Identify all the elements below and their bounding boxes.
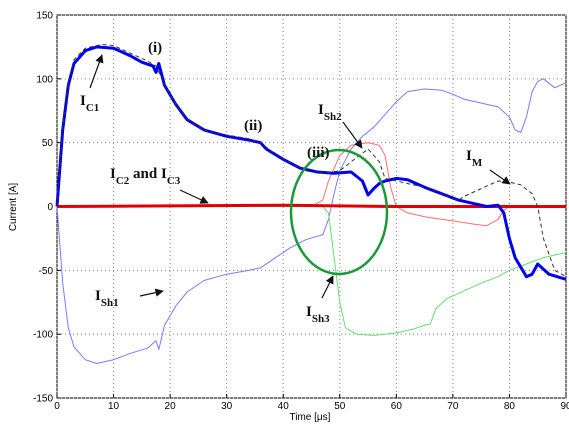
y-tick-label: 150 [36, 11, 53, 22]
y-tick-label: 50 [42, 138, 54, 149]
arrow [179, 189, 209, 204]
arrow [89, 54, 104, 89]
annotation: IM [466, 148, 483, 169]
annotation-subscript: M [472, 157, 483, 169]
series-line [56, 78, 567, 364]
annotation-text: I [306, 304, 312, 320]
annotation-subscript: Sh1 [101, 297, 119, 309]
annotation-text: I [318, 102, 324, 118]
annotation: ISh2 [318, 102, 342, 123]
series-line [56, 43, 567, 278]
annotation-text: and I [129, 166, 167, 182]
annotation: IC2 and IC3 [110, 166, 181, 187]
x-axis-label: Time [μs] [290, 412, 331, 423]
annotation-text: I [466, 148, 472, 164]
x-tick-label: 90 [560, 401, 569, 412]
arrow [321, 275, 334, 299]
x-tick-label: 30 [221, 401, 233, 412]
annotation-text: (i) [148, 40, 162, 56]
annotation-text: (iii) [307, 145, 330, 161]
y-tick-label: 0 [47, 202, 53, 213]
y-tick-label: 100 [36, 74, 53, 85]
annotation: IC1 [80, 93, 99, 114]
y-tick-label: -150 [33, 394, 53, 405]
annotation-subscript: C1 [86, 102, 99, 114]
arrow [139, 288, 164, 297]
annotation-subscript: Sh3 [312, 313, 330, 325]
x-tick-label: 50 [334, 401, 346, 412]
annotation: (ii) [244, 118, 262, 134]
annotation: ISh3 [306, 304, 330, 325]
annotation-subscript: C2 [116, 175, 130, 187]
y-tick-label: -100 [33, 330, 53, 341]
x-tick-label: 10 [108, 401, 120, 412]
annotation-text: I [80, 93, 86, 109]
lines [55, 43, 567, 364]
x-tick-label: 60 [391, 401, 403, 412]
y-tick-label: -50 [39, 266, 54, 277]
arrows [89, 54, 511, 299]
x-tick-label: 0 [54, 401, 60, 412]
x-tick-label: 70 [447, 401, 459, 412]
arrow [489, 169, 511, 185]
annotation-subscript: C3 [167, 175, 181, 187]
y-axis-label: Current [A] [8, 183, 19, 232]
grid [56, 14, 567, 399]
annotation: (iii) [307, 145, 330, 161]
arrow [342, 121, 363, 149]
annotation-text: I [95, 288, 101, 304]
x-tick-label: 40 [278, 401, 290, 412]
x-tick-label: 20 [165, 401, 177, 412]
annotation-text: I [110, 166, 116, 182]
annotation: ISh1 [95, 288, 119, 309]
annotation: (i) [148, 40, 162, 56]
series-line [57, 206, 567, 336]
series-line [56, 203, 566, 208]
highlight-circle [289, 148, 389, 276]
series-line [55, 45, 567, 281]
annotation-subscript: Sh2 [324, 111, 342, 123]
x-tick-label: 80 [504, 401, 516, 412]
annotation-text: (ii) [244, 118, 262, 134]
